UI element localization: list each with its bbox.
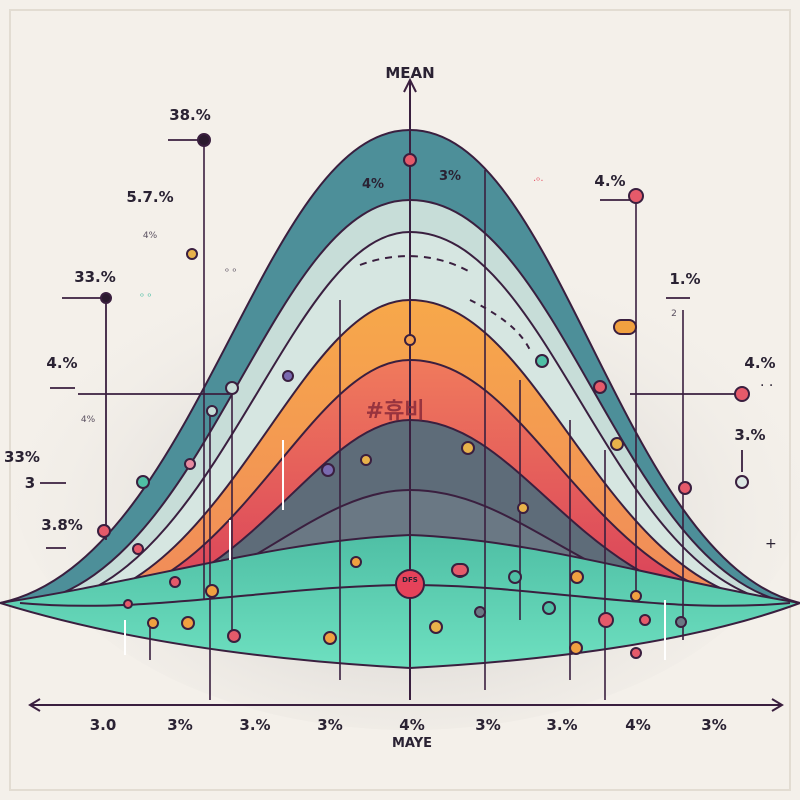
left-label: 33.% [74,268,116,286]
right-label: 1.% [669,270,700,288]
x-tick-label: 3% [475,716,500,734]
vertical-guides [149,140,684,700]
center-marker [395,569,425,599]
x-tick-label: 3% [317,716,342,734]
right-small-label: 2 [671,309,677,319]
left-label: 38.% [169,106,211,124]
x-tick-label: 4% [625,716,650,734]
left-label: 5.7.% [126,188,173,206]
right-label: 3.% [734,426,765,444]
svg-text:ᵒ ᵒ: ᵒ ᵒ [140,292,151,303]
left-label: 4.% [46,354,77,372]
x-tick-label: 3% [167,716,192,734]
right-label: 4.% [594,172,625,190]
x-tick-label: 3% [701,716,726,734]
x-tick-label: 3.% [239,716,270,734]
leader-lines [40,139,743,549]
svg-text:· ·: · · [760,378,773,394]
left-label: 3 [25,474,35,492]
dashed-accent-2 [469,299,531,351]
peak-label-right: 3% [439,169,461,184]
left-small-label: 4% [143,231,158,241]
x-tick-label: 4% [399,716,424,734]
teal-base-layer [0,533,800,670]
left-label: 33% [4,448,40,466]
x-axis-left-arrow [28,698,41,712]
center-marker-label: DFS [402,576,418,584]
right-label: 4.% [744,354,775,372]
left-label: 3.8% [41,516,83,534]
svg-text:·ᵒ·: ·ᵒ· [533,176,544,187]
x-axis-label: MAYE [392,736,432,751]
marker-top-left [197,133,211,147]
marker-pill [613,319,637,335]
scatter-ornaments: ᵒ ᵒ ᵒ ᵒ ·ᵒ· + · · [140,176,777,552]
x-tick-labels: 3.0 3% 3.% 3% 4% 3% 3.% 4% 3% [90,716,727,734]
left-small-label: 4% [81,415,96,425]
center-label: #휴비 [366,399,425,424]
x-tick-label: 3.% [546,716,577,734]
x-axis-right-arrow [771,698,784,712]
white-guides [124,440,666,660]
markers [97,133,750,659]
mean-axis-label: MEAN [385,64,434,82]
svg-text:+: + [765,536,777,552]
mean-axis-arrow [403,77,417,93]
dashed-accent-1 [359,255,471,273]
x-tick-label: 3.0 [90,716,117,734]
peak-label-left: 4% [362,177,384,192]
marker-pill-2 [451,563,469,577]
svg-text:ᵒ ᵒ: ᵒ ᵒ [225,267,236,278]
